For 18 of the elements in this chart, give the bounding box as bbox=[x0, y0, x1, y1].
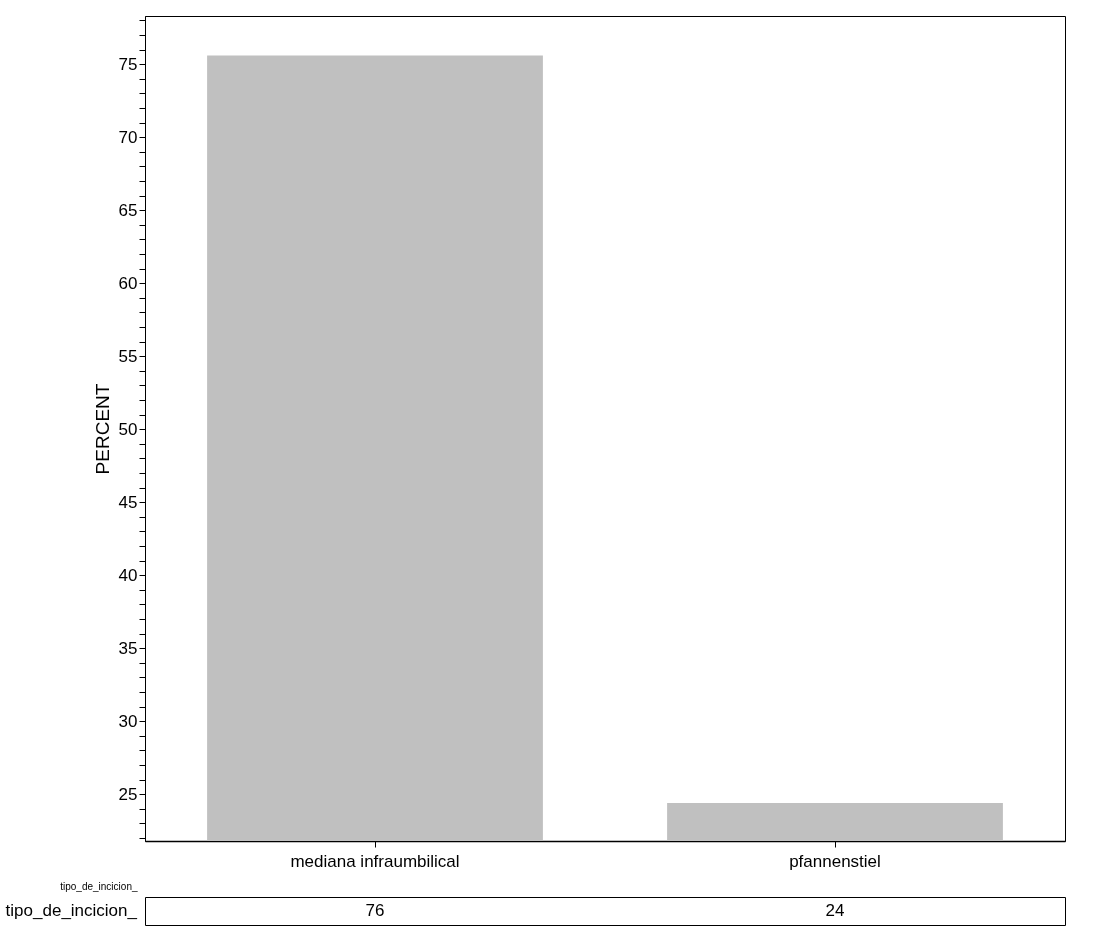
y-tick-label: 25 bbox=[118, 784, 138, 804]
y-tick-label: 40 bbox=[118, 565, 138, 585]
y-tick-label: 45 bbox=[118, 492, 138, 512]
y-tick-label: 30 bbox=[118, 711, 138, 731]
x-tick-label: mediana infraumbilical bbox=[290, 851, 460, 871]
data-label: 24 bbox=[825, 901, 845, 920]
data-label: 76 bbox=[365, 901, 385, 920]
x-axis-title: tipo_de_incicion_ bbox=[60, 880, 138, 892]
y-tick-label: 75 bbox=[118, 54, 138, 74]
y-tick-label: 70 bbox=[118, 127, 138, 147]
y-axis-title: PERCENT bbox=[91, 383, 113, 475]
x-tick-label: pfannenstiel bbox=[789, 851, 881, 871]
y-tick-label: 35 bbox=[118, 638, 138, 658]
y-tick-label: 60 bbox=[118, 273, 138, 293]
y-tick-label: 65 bbox=[118, 200, 138, 220]
y-tick-label: 50 bbox=[118, 419, 138, 439]
y-tick-label: 55 bbox=[118, 346, 138, 366]
text: tipo_de_incicion_ bbox=[5, 901, 138, 920]
